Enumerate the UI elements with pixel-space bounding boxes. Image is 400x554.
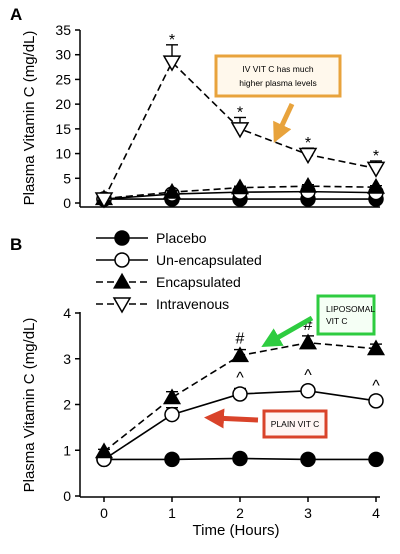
legend-marker <box>114 230 130 246</box>
panel-b-series-unencapsulated-point <box>164 406 180 423</box>
panel-b-series-placebo-point <box>164 451 180 468</box>
panel-a-series <box>94 44 386 209</box>
panel-a-significance-mark: * <box>305 135 311 152</box>
panel-b-series-encapsulated <box>94 333 386 459</box>
panel-a-series-intravenous-point <box>298 147 318 165</box>
panel-a-y-tick-label: 35 <box>55 22 71 38</box>
panel-b-series-encapsulated-point <box>230 346 250 363</box>
legend-marker <box>114 252 130 268</box>
panel-b-significance-mark: ^ <box>372 377 380 394</box>
panel-b: B Plasma Vitamin C (mg/dL) 0 1 2 3 4 0 1 2 3 4 Ti… <box>10 230 386 539</box>
panel-b-y-axis-label: Plasma Vitamin C (mg/dL) <box>21 318 38 493</box>
liposomal-callout-line-1: LIPOSOMAL <box>326 304 375 314</box>
panel-a-y-tick-label: 25 <box>55 71 71 87</box>
panel-b-letter: B <box>10 235 22 254</box>
panel-a-annotation-line-1: IV VIT C has much <box>242 64 313 74</box>
panel-b-series-unencapsulated <box>96 383 384 468</box>
panel-b-series <box>94 333 386 468</box>
panel-b-y-tick-label: 3 <box>63 351 71 367</box>
panel-a-significance-mark: * <box>237 104 243 121</box>
panel-b-series-placebo <box>96 450 384 468</box>
panel-b-x-tick-label: 4 <box>372 505 380 521</box>
legend-item: Encapsulated <box>96 272 241 290</box>
legend-label: Placebo <box>156 230 207 246</box>
legend-marker <box>112 272 132 289</box>
panel-b-x-tick-label: 0 <box>100 505 108 521</box>
panel-b-x-tick-label: 2 <box>236 505 244 521</box>
panel-a-y-tick-label: 10 <box>55 146 71 162</box>
panel-b-significance-marks: # # ^ ^ ^ <box>236 317 381 394</box>
panel-a-series-intravenous-point <box>162 55 182 72</box>
plain-callout-box <box>262 409 328 439</box>
panel-a-series-intravenous-point <box>230 122 250 139</box>
panel-a-y-tick-label: 15 <box>55 121 71 137</box>
panel-b-series-unencapsulated-point <box>300 383 316 399</box>
legend-label: Intravenous <box>156 296 229 312</box>
panel-b-series-placebo-point <box>368 451 384 468</box>
panel-b-y-tick-label: 1 <box>63 442 71 458</box>
panel-b-series-unencapsulated-point <box>232 386 248 402</box>
panel-b-y-tick-label: 2 <box>63 397 71 413</box>
panel-a: A Plasma Vitamin C (mg/dL) 0 5 10 15 20 25 30 3… <box>10 5 386 211</box>
panel-a-series-intravenous-point <box>366 161 386 178</box>
panel-a-annotation-box <box>214 54 342 98</box>
legend-item: Placebo <box>96 230 207 246</box>
panel-b-series-encapsulated-point <box>366 339 386 356</box>
panel-a-significance-mark: * <box>373 148 379 165</box>
panel-b-series-encapsulated-point <box>162 388 182 405</box>
panel-a-y-ticks: 0 5 10 15 20 25 30 35 <box>55 22 80 211</box>
panel-b-y-tick-label: 0 <box>63 488 71 504</box>
panel-b-series-placebo-point <box>232 450 248 467</box>
panel-a-y-tick-label: 5 <box>63 170 71 186</box>
panel-a-series-encapsulated-point <box>230 178 250 195</box>
legend-label: Encapsulated <box>156 274 241 290</box>
panel-b-ticks: 0 1 2 3 4 0 1 2 3 4 <box>63 305 380 521</box>
panel-b-x-axis-label: Time (Hours) <box>193 522 280 539</box>
liposomal-callout-line-2: VIT C <box>326 316 348 326</box>
panel-a-y-tick-label: 20 <box>55 96 71 112</box>
panel-a-significance-mark: * <box>169 32 175 49</box>
panel-a-significance-marks: * * * * <box>169 32 379 165</box>
panel-a-series-intravenous <box>94 44 386 209</box>
panel-a-annotation-arrow <box>273 102 295 144</box>
panel-b-significance-mark: # <box>236 331 245 348</box>
panel-b-series-encapsulated-point <box>94 442 114 459</box>
panel-b-x-tick-label: 1 <box>168 505 176 521</box>
plain-callout-text: PLAIN VIT C <box>271 419 320 429</box>
legend: Placebo Un-encapsulated Encapsulated Intrav… <box>96 230 262 314</box>
panel-b-significance-mark: ^ <box>304 367 312 384</box>
legend-label: Un-encapsulated <box>156 252 262 268</box>
panel-a-series-encapsulated-point <box>366 177 386 194</box>
plain-callout-arrow <box>204 408 259 429</box>
legend-item: Un-encapsulated <box>96 252 262 268</box>
panel-b-significance-mark: # <box>304 317 313 334</box>
panel-b-series-placebo-point <box>300 451 316 468</box>
legend-item: Intravenous <box>96 296 229 314</box>
panel-a-y-tick-label: 30 <box>55 47 71 63</box>
panel-b-significance-mark: ^ <box>236 369 244 386</box>
liposomal-callout-box <box>316 294 376 336</box>
panel-a-letter: A <box>10 5 22 24</box>
liposomal-callout-arrow <box>261 315 314 347</box>
panel-b-y-tick-label: 4 <box>63 305 71 321</box>
legend-marker <box>112 297 132 314</box>
panel-a-series-encapsulated-point <box>162 182 182 199</box>
panel-b-series-encapsulated-point <box>298 333 318 350</box>
panel-b-series-unencapsulated-point <box>368 393 384 409</box>
panel-a-y-axis-label: Plasma Vitamin C (mg/dL) <box>21 31 38 206</box>
panel-a-series-encapsulated-point <box>298 176 318 193</box>
panel-a-series-intravenous-point <box>94 192 114 209</box>
panel-a-y-tick-label: 0 <box>63 195 71 211</box>
panel-a-annotation-line-2: higher plasma levels <box>239 78 316 88</box>
panel-b-x-tick-label: 3 <box>304 505 312 521</box>
